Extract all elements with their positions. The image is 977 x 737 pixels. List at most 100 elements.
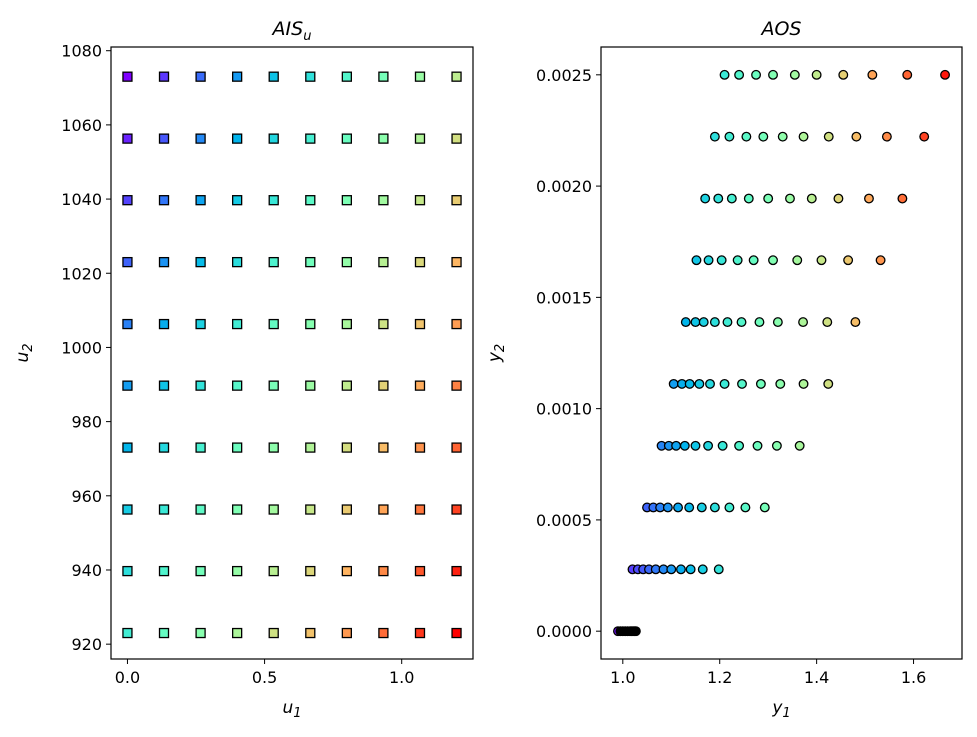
data-point — [732, 255, 743, 266]
data-point — [717, 440, 728, 451]
x-tick-label: 1.0 — [389, 668, 414, 687]
y-tick-label: 920 — [71, 635, 102, 654]
data-point — [709, 502, 720, 513]
data-point — [709, 131, 720, 142]
data-point — [794, 440, 805, 451]
data-point — [232, 318, 243, 330]
data-point — [122, 71, 133, 82]
data-point — [740, 502, 751, 513]
data-point — [122, 256, 133, 268]
data-point — [341, 71, 352, 82]
y-tick-label: 0.0005 — [536, 511, 592, 530]
data-point — [158, 380, 170, 391]
data-point — [268, 504, 279, 515]
data-point — [378, 380, 389, 391]
y-tick-label: 0.0000 — [536, 622, 592, 641]
y-tick-label: 1060 — [61, 116, 102, 135]
data-point — [748, 255, 759, 266]
data-point — [414, 442, 426, 453]
data-point — [414, 71, 426, 82]
data-point — [122, 442, 133, 453]
data-point — [195, 195, 206, 206]
y-axis-label: u2 — [13, 343, 36, 362]
data-point — [305, 504, 316, 515]
data-point — [414, 380, 426, 391]
data-point — [451, 195, 462, 206]
data-point — [341, 627, 352, 639]
data-point — [843, 255, 854, 266]
data-point — [195, 71, 206, 82]
data-point — [195, 504, 206, 515]
data-point — [763, 193, 774, 204]
data-point — [158, 504, 170, 515]
data-point — [690, 317, 701, 328]
data-point — [122, 380, 133, 391]
data-point — [919, 131, 930, 142]
data-point — [122, 133, 133, 144]
data-point — [684, 502, 695, 513]
data-point — [684, 378, 695, 389]
data-point — [630, 626, 641, 637]
data-point — [719, 378, 730, 389]
data-point — [232, 380, 243, 391]
data-point — [789, 69, 800, 80]
x-tick-label: 0.0 — [115, 668, 140, 687]
data-point — [305, 195, 316, 206]
data-point — [378, 627, 389, 639]
data-point — [268, 627, 279, 639]
data-point — [724, 502, 735, 513]
data-point — [341, 380, 352, 391]
data-point — [881, 131, 892, 142]
data-point — [719, 69, 730, 80]
data-point — [378, 195, 389, 206]
data-point — [685, 564, 696, 575]
data-point — [671, 440, 682, 451]
data-point — [851, 131, 862, 142]
y-tick-label: 0.0025 — [536, 66, 592, 85]
data-point — [414, 565, 426, 577]
data-point — [777, 131, 788, 142]
data-point — [451, 565, 462, 577]
data-point — [771, 440, 782, 451]
data-point — [798, 317, 809, 328]
data-point — [816, 255, 827, 266]
data-point — [158, 133, 170, 144]
data-point — [713, 193, 724, 204]
data-point — [875, 255, 886, 266]
data-point — [850, 317, 861, 328]
data-point — [378, 256, 389, 268]
data-point — [451, 627, 462, 639]
data-point — [806, 193, 817, 204]
data-point — [713, 564, 724, 575]
data-point — [341, 504, 352, 515]
data-point — [268, 442, 279, 453]
data-point — [743, 193, 754, 204]
data-point — [724, 131, 735, 142]
data-point — [341, 256, 352, 268]
data-point — [838, 69, 849, 80]
data-point — [722, 317, 733, 328]
x-tick-label: 1.0 — [610, 668, 635, 687]
data-point — [759, 502, 770, 513]
data-point — [414, 318, 426, 330]
data-point — [158, 442, 170, 453]
data-point — [709, 317, 720, 328]
data-point — [697, 564, 708, 575]
data-point — [705, 378, 715, 389]
data-point — [158, 195, 170, 206]
data-point — [902, 69, 913, 80]
data-point — [195, 256, 206, 268]
data-point — [662, 502, 673, 513]
data-point — [122, 504, 133, 515]
data-point — [696, 502, 707, 513]
data-point — [268, 318, 279, 330]
data-point — [668, 378, 679, 389]
data-point — [195, 627, 206, 639]
data-point — [305, 318, 316, 330]
data-point — [195, 318, 206, 330]
data-point — [232, 627, 243, 639]
data-point — [691, 255, 702, 266]
y-tick-label: 0.0015 — [536, 288, 592, 307]
data-point — [378, 442, 389, 453]
